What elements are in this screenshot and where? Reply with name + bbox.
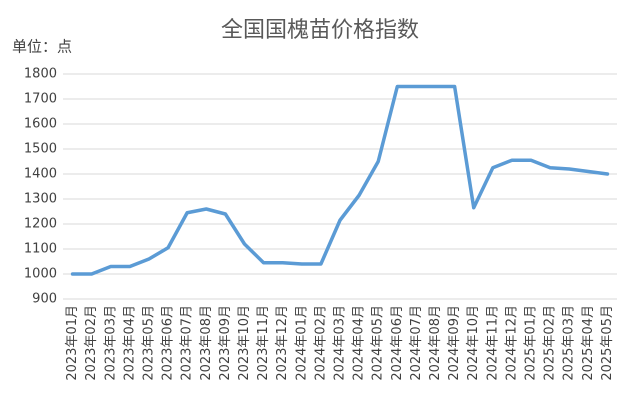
- x-tick-label: 2024年01月: [294, 305, 309, 381]
- data-line: [70, 84, 610, 276]
- x-tick-label: 2024年06月: [390, 305, 405, 381]
- x-tick-label: 2024年05月: [371, 305, 386, 381]
- x-tick-label: 2024年02月: [313, 305, 328, 381]
- x-tick-label: 2024年10月: [466, 305, 481, 381]
- unit-annotation: 单位：点: [12, 38, 72, 56]
- y-tick-label: 1800: [24, 67, 57, 82]
- x-tick-label: 2023年10月: [237, 305, 252, 381]
- y-tick-label: 1100: [24, 242, 57, 257]
- x-tick-label: 2024年08月: [428, 305, 443, 381]
- x-tick-label: 2024年09月: [447, 305, 462, 381]
- x-tick-label: 2024年04月: [352, 305, 367, 381]
- x-tick-label: 2023年11月: [256, 305, 271, 381]
- y-tick-label: 1600: [24, 117, 57, 132]
- x-tick-label: 2023年08月: [199, 305, 214, 381]
- x-tick-label: 2025年02月: [543, 305, 558, 381]
- x-tick-label: 2023年01月: [65, 305, 80, 381]
- x-tick-label: 2024年12月: [504, 305, 519, 381]
- x-tick-label: 2023年02月: [84, 305, 99, 381]
- x-tick-label: 2024年07月: [409, 305, 424, 381]
- x-tick-label: 2025年05月: [600, 305, 615, 381]
- y-tick-label: 1300: [24, 192, 57, 207]
- x-tick-label: 2025年01月: [524, 305, 539, 381]
- x-tick-label: 2023年06月: [161, 305, 176, 381]
- x-tick-label: 2023年04月: [122, 305, 137, 381]
- y-tick-label: 1200: [24, 217, 57, 232]
- x-tick-label: 2023年12月: [275, 305, 290, 381]
- x-tick-label: 2025年03月: [562, 305, 577, 381]
- x-tick-label: 2023年05月: [141, 305, 156, 381]
- y-tick-label: 1400: [24, 167, 57, 182]
- y-tick-label: 1500: [24, 142, 57, 157]
- x-tick-label: 2023年07月: [180, 305, 195, 381]
- y-tick-label: 1000: [24, 267, 57, 282]
- chart-title: 全国国槐苗价格指数: [221, 18, 419, 43]
- x-tick-label: 2023年03月: [103, 305, 118, 381]
- y-tick-label: 900: [32, 292, 57, 307]
- x-tick-label: 2024年11月: [485, 305, 500, 381]
- y-tick-label: 1700: [24, 92, 57, 107]
- x-tick-label: 2025年04月: [581, 305, 596, 381]
- x-tick-label: 2024年03月: [333, 305, 348, 381]
- x-tick-label: 2023年09月: [218, 305, 233, 381]
